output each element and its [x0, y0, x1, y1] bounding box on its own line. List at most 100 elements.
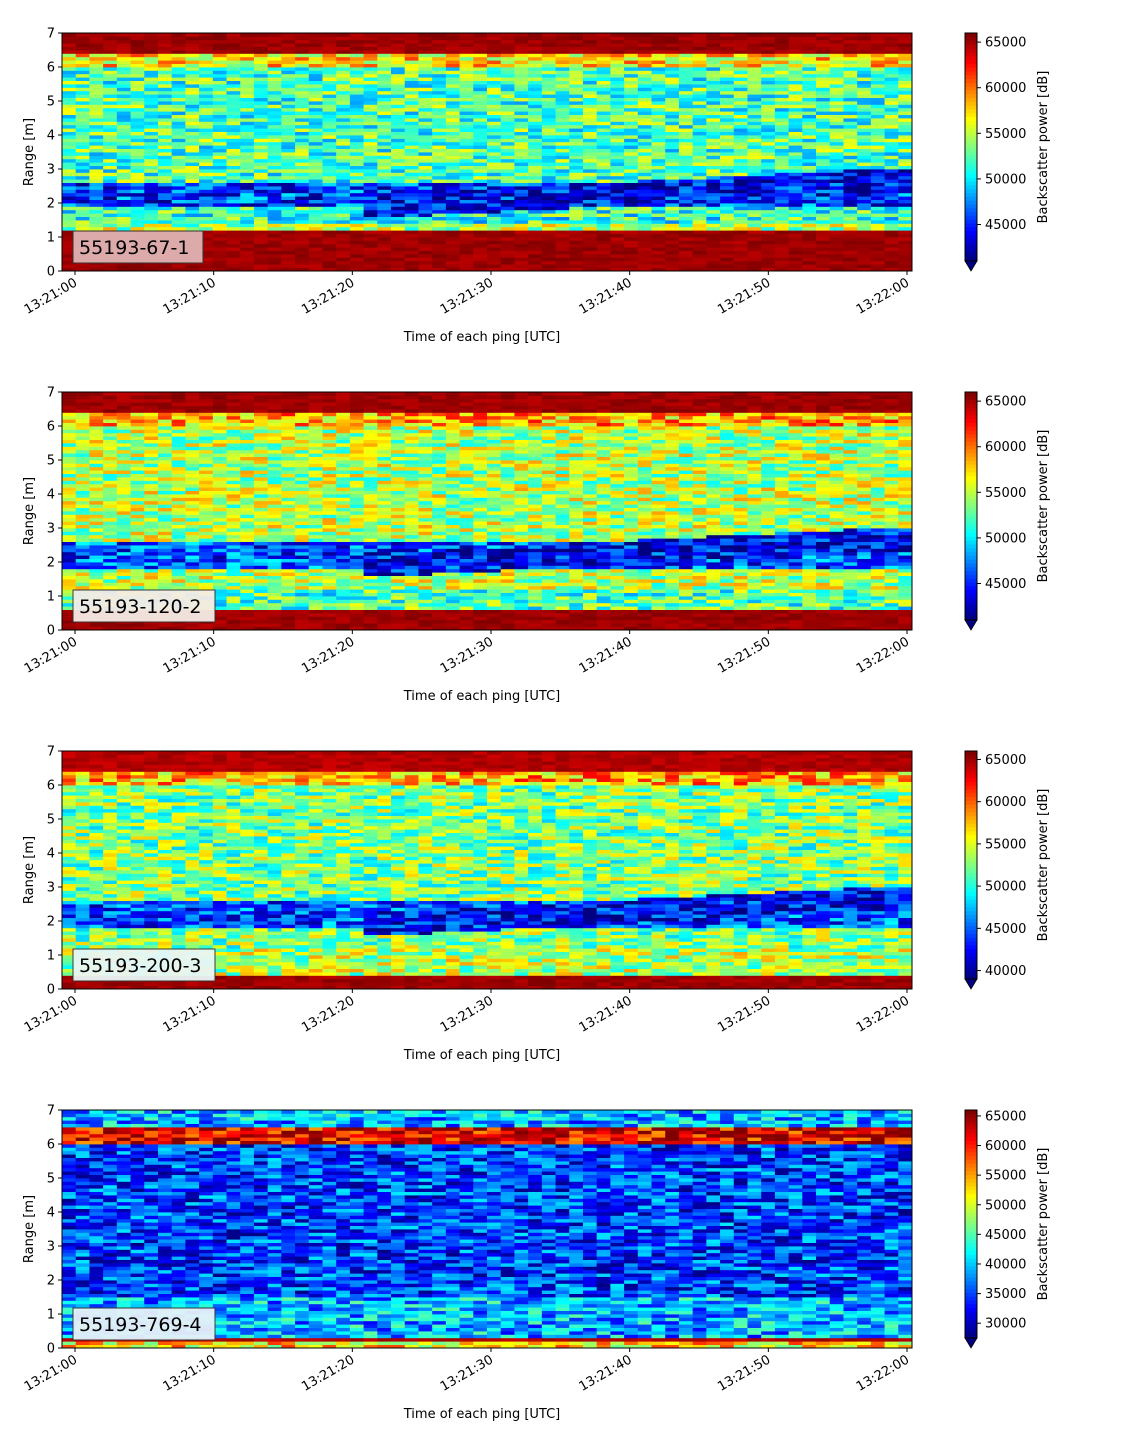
heatmap-cell: [720, 43, 735, 47]
heatmap-cell: [774, 97, 790, 102]
heatmap-cell: [555, 63, 570, 68]
heatmap-cell: [747, 60, 762, 64]
heatmap-cell: [349, 152, 365, 156]
heatmap-cell: [720, 104, 735, 109]
heatmap-cell: [473, 196, 488, 200]
heatmap-cell: [541, 145, 556, 149]
heatmap-cell: [75, 94, 90, 98]
heatmap-cell: [802, 111, 817, 115]
heatmap-cell: [62, 243, 77, 248]
heatmap-cell: [418, 141, 433, 146]
heatmap-cell: [267, 80, 282, 85]
heatmap-cell: [62, 155, 77, 160]
heatmap-cell: [336, 220, 351, 224]
heatmap-cell: [377, 179, 392, 183]
heatmap-cell: [761, 162, 776, 166]
heatmap-cell: [103, 504, 118, 508]
heatmap-cell: [487, 165, 502, 170]
heatmap-cell: [898, 189, 913, 194]
heatmap-cell: [884, 87, 899, 92]
heatmap-cell: [75, 90, 90, 95]
heatmap-cell: [308, 230, 323, 234]
heatmap-cell: [528, 216, 543, 221]
heatmap-cell: [843, 240, 858, 245]
heatmap-cell: [870, 169, 885, 173]
heatmap-cell: [75, 138, 90, 143]
heatmap-cell: [898, 141, 913, 146]
heatmap-cell: [89, 460, 104, 464]
heatmap-cell: [816, 186, 831, 190]
heatmap-cell: [377, 254, 392, 258]
heatmap-cell: [144, 545, 159, 549]
heatmap-cell: [582, 264, 598, 268]
heatmap-cell: [144, 220, 159, 224]
heatmap-cell: [267, 73, 282, 78]
heatmap-cell: [582, 257, 598, 262]
heatmap-cell: [720, 155, 735, 160]
heatmap-cell: [75, 395, 90, 400]
heatmap-cell: [157, 189, 173, 194]
heatmap-cell: [308, 155, 323, 160]
heatmap-cell: [720, 124, 735, 129]
y-tick-label: 2: [47, 197, 55, 212]
heatmap-cell: [678, 50, 694, 54]
heatmap-cell: [62, 56, 77, 61]
heatmap-cell: [62, 128, 77, 132]
heatmap-cell: [116, 443, 131, 447]
heatmap-cell: [816, 60, 831, 64]
heatmap-cell: [487, 67, 502, 71]
heatmap-cell: [747, 199, 762, 204]
heatmap-cell: [582, 230, 598, 234]
heatmap-cell: [404, 186, 419, 190]
heatmap-cell: [89, 155, 104, 160]
heatmap-cell: [665, 145, 680, 149]
heatmap-cell: [322, 240, 337, 245]
heatmap-cell: [103, 73, 118, 78]
heatmap-cell: [171, 33, 186, 37]
heatmap-cell: [555, 90, 570, 95]
heatmap-cell: [432, 63, 447, 68]
heatmap-cell: [747, 165, 762, 170]
heatmap-cell: [761, 175, 776, 180]
heatmap-cell: [528, 230, 543, 234]
heatmap-cell: [720, 121, 735, 126]
heatmap-cell: [733, 90, 748, 95]
heatmap-cell: [116, 77, 131, 81]
heatmap-cell: [610, 67, 625, 71]
heatmap-cell: [706, 192, 721, 197]
heatmap-cell: [596, 104, 611, 109]
heatmap-cell: [62, 141, 77, 146]
heatmap-cell: [432, 216, 447, 221]
heatmap-cell: [391, 169, 406, 173]
heatmap-cell: [761, 209, 776, 214]
heatmap-cell: [404, 67, 419, 71]
heatmap-cell: [500, 90, 515, 95]
heatmap-cell: [487, 196, 502, 200]
heatmap-cell: [528, 165, 543, 170]
heatmap-cell: [788, 60, 803, 64]
heatmap-cell: [103, 162, 118, 166]
heatmap-cell: [884, 60, 899, 64]
heatmap-cell: [62, 504, 77, 508]
heatmap-cell: [651, 179, 666, 183]
heatmap-cell: [308, 240, 323, 245]
heatmap-cell: [720, 264, 735, 268]
heatmap-cell: [678, 158, 694, 163]
heatmap-cell: [610, 80, 625, 85]
heatmap-cell: [171, 145, 186, 149]
heatmap-cell: [418, 53, 433, 58]
heatmap-cell: [199, 216, 214, 221]
heatmap-cell: [116, 565, 131, 570]
heatmap-cell: [267, 70, 282, 75]
heatmap-cell: [665, 118, 680, 122]
heatmap-cell: [103, 432, 118, 437]
heatmap-cell: [377, 233, 392, 238]
heatmap-cell: [665, 257, 680, 262]
heatmap-cell: [363, 175, 378, 180]
heatmap-cell: [651, 111, 666, 115]
heatmap-cell: [157, 585, 173, 590]
heatmap-cell: [295, 250, 310, 255]
heatmap-cell: [212, 220, 227, 224]
heatmap-cell: [103, 189, 118, 194]
